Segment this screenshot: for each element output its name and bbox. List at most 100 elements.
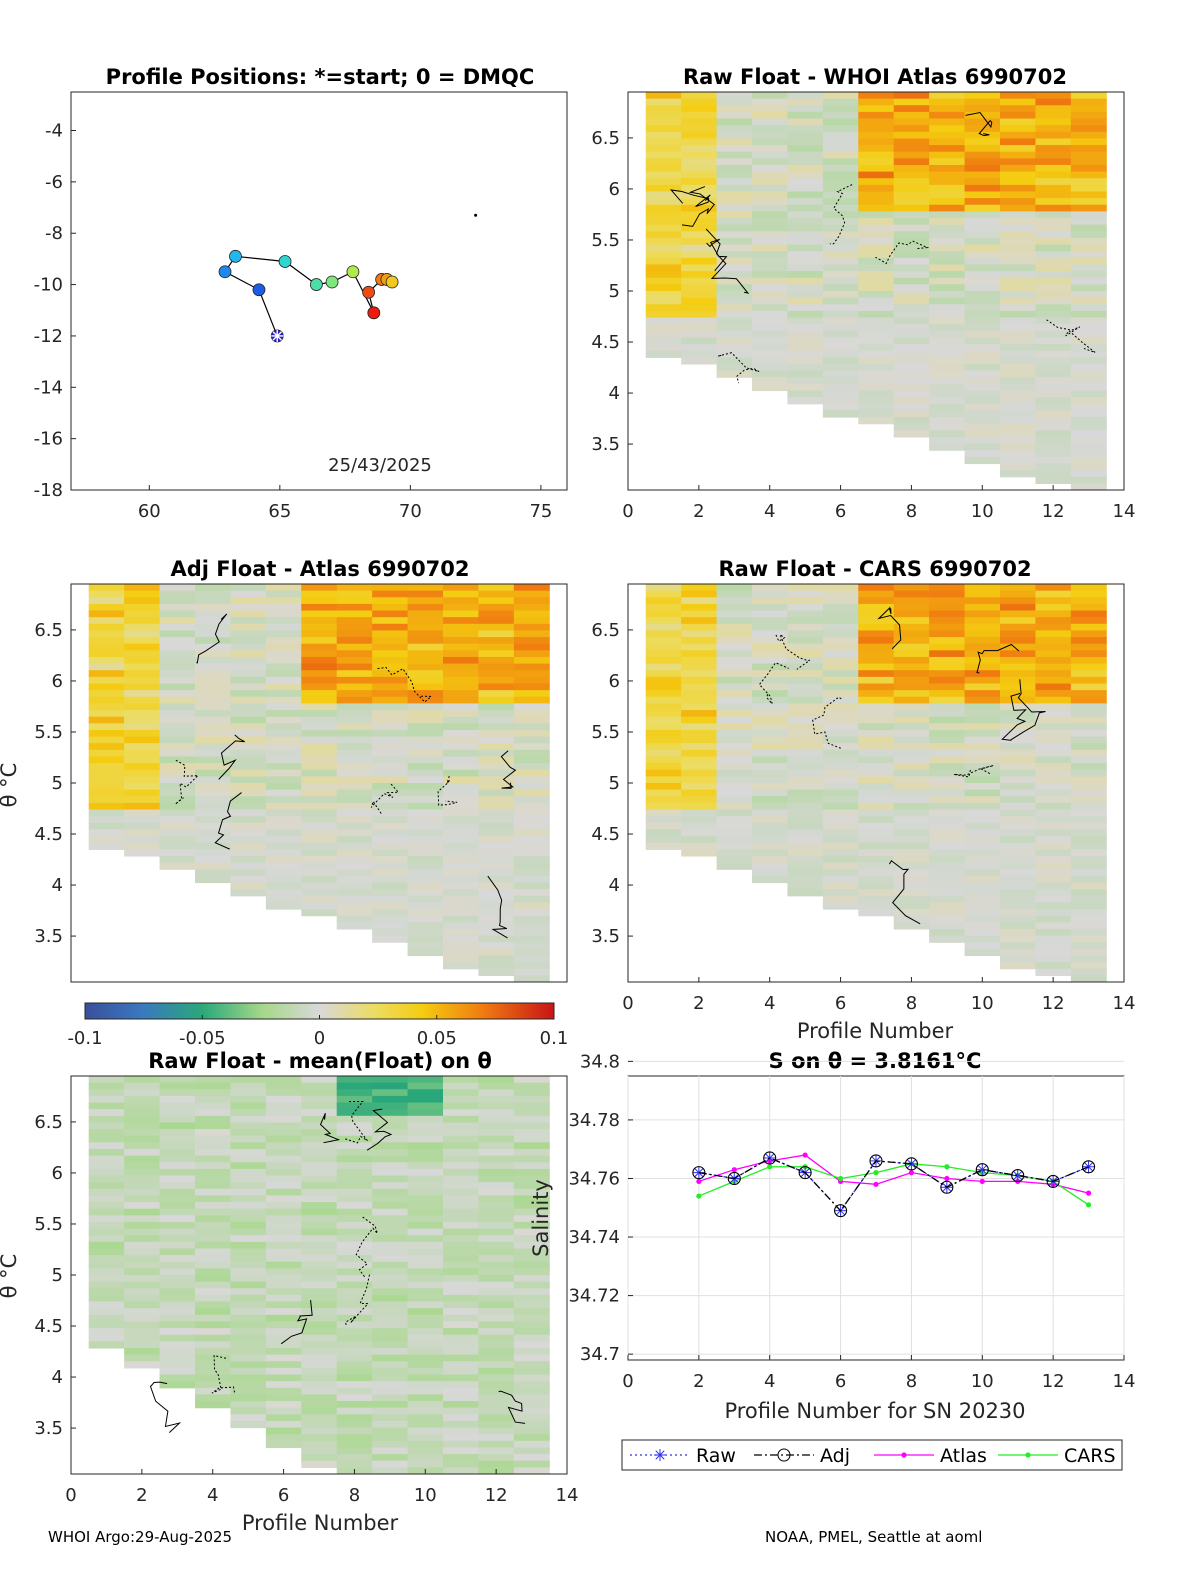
heatmap-cell	[478, 809, 515, 817]
series-point-cars	[767, 1164, 773, 1170]
heatmap-cell	[301, 1460, 338, 1468]
heatmap-cell	[1000, 284, 1036, 292]
heatmap-cell	[336, 1294, 373, 1303]
heatmap-cell	[301, 1427, 338, 1435]
heatmap-cell	[443, 948, 479, 957]
heatmap-cell	[1035, 125, 1072, 133]
heatmap-cell	[230, 663, 267, 671]
heatmap-cell	[787, 138, 824, 146]
heatmap-cell	[478, 842, 515, 850]
heatmap-cell	[929, 617, 966, 625]
heatmap-cell	[964, 922, 1001, 930]
heatmap-cell	[407, 1162, 444, 1170]
heatmap-cell	[478, 590, 515, 598]
heatmap-cell	[929, 637, 966, 645]
heatmap-cell	[752, 584, 788, 592]
heatmap-cell	[195, 1275, 231, 1283]
heatmap-cell	[336, 617, 373, 625]
x-tick-label: 8	[906, 993, 917, 1014]
heatmap-cell	[195, 1076, 231, 1084]
heatmap-cell	[513, 1394, 550, 1402]
heatmap-cell	[336, 922, 373, 930]
heatmap-cell	[893, 690, 930, 698]
heatmap-cell	[478, 1427, 515, 1435]
heatmap-cell	[195, 1381, 231, 1389]
heatmap-cell	[443, 1076, 479, 1084]
heatmap-cell	[858, 716, 895, 724]
heatmap-cell	[407, 736, 444, 744]
heatmap-cell	[964, 118, 1001, 126]
heatmap-cell	[301, 1321, 338, 1329]
heatmap-cell	[336, 643, 373, 651]
heatmap-cell	[372, 1188, 409, 1196]
heatmap-cell	[443, 1182, 479, 1190]
heatmap-cell	[1070, 417, 1107, 425]
heatmap-cell	[858, 118, 895, 126]
heatmap-cell	[716, 623, 753, 632]
heatmap-cell	[929, 729, 966, 738]
heatmap-cell	[124, 1241, 161, 1250]
heatmap-cell	[893, 776, 930, 784]
location-marker	[474, 213, 478, 217]
heatmap-cell	[858, 637, 895, 645]
heatmap-cell	[752, 244, 788, 252]
heatmap-cell	[195, 1168, 231, 1177]
heatmap-cell	[964, 623, 1001, 632]
x-tick-label: 60	[138, 501, 161, 522]
heatmap-cell	[407, 1082, 444, 1090]
heatmap-cell	[752, 802, 788, 811]
heatmap-cell	[645, 324, 682, 332]
heatmap-cell	[716, 756, 753, 764]
heatmap-cell	[681, 769, 718, 777]
heatmap-cell	[822, 849, 859, 857]
heatmap-cell	[858, 710, 895, 718]
heatmap-cell	[645, 789, 682, 797]
heatmap-cell	[372, 1367, 409, 1376]
heatmap-cell	[681, 842, 718, 850]
heatmap-cell	[478, 1248, 515, 1256]
heatmap-cell	[1070, 875, 1107, 884]
heatmap-cell	[407, 1109, 444, 1117]
heatmap-cell	[893, 297, 930, 305]
heatmap-cell	[478, 1387, 515, 1395]
heatmap-cell	[443, 829, 479, 837]
heatmap-cell	[336, 1281, 373, 1289]
heatmap-cell	[372, 597, 409, 605]
heatmap-cell	[265, 889, 302, 897]
heatmap-cell	[88, 1129, 125, 1137]
heatmap-cell	[1070, 590, 1107, 598]
heatmap-cell	[1035, 350, 1072, 358]
heatmap-cell	[195, 1401, 231, 1409]
heatmap-cell	[124, 584, 161, 592]
heatmap-cell	[407, 829, 444, 837]
heatmap-cell	[443, 1268, 479, 1276]
heatmap-cell	[443, 1367, 479, 1376]
heatmap-cell	[645, 842, 682, 850]
heatmap-cell	[372, 1454, 409, 1462]
heatmap-cell	[858, 257, 895, 266]
heatmap-cell	[858, 736, 895, 744]
heatmap-cell	[787, 663, 824, 671]
heatmap-cell	[929, 304, 966, 312]
heatmap-cell	[964, 257, 1001, 266]
heatmap-cell	[195, 842, 231, 850]
series-point-raw	[977, 1165, 987, 1175]
heatmap-cell	[1000, 218, 1036, 226]
heatmap-cell	[301, 816, 338, 824]
heatmap-cell	[478, 1109, 515, 1117]
heatmap-cell	[159, 1334, 196, 1342]
heatmap-cell	[858, 184, 895, 193]
heatmap-cell	[336, 1235, 373, 1243]
heatmap-cell	[124, 710, 161, 718]
heatmap-cell	[822, 277, 859, 285]
heatmap-cell	[265, 842, 302, 850]
heatmap-cell	[681, 330, 718, 339]
heatmap-cell	[681, 663, 718, 671]
heatmap-cell	[752, 603, 788, 612]
heatmap-cell	[893, 756, 930, 764]
heatmap-cell	[964, 776, 1001, 784]
heatmap-cell	[1000, 909, 1036, 917]
heatmap-cell	[822, 98, 859, 106]
heatmap-cell	[787, 610, 824, 618]
heatmap-cell	[159, 756, 196, 764]
